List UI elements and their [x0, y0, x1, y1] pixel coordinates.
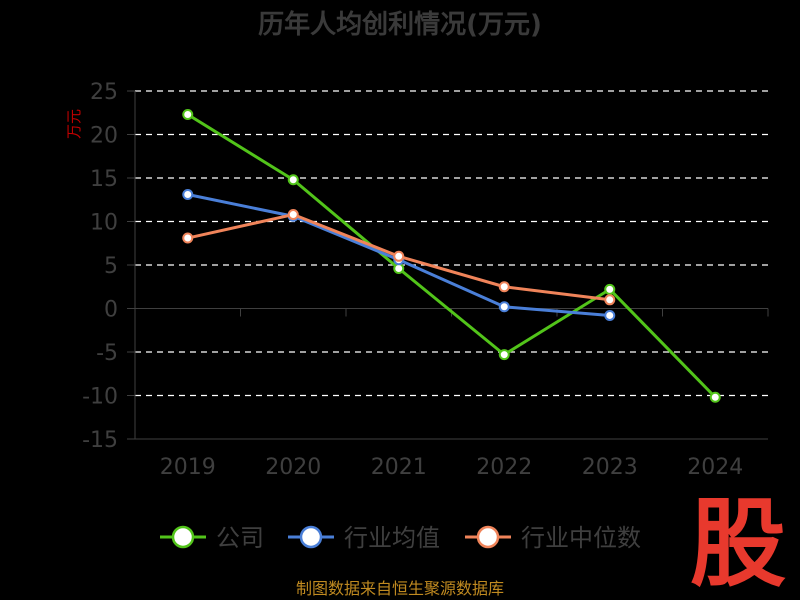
y-tick-label: 20: [90, 124, 118, 149]
data-point: [498, 281, 510, 293]
data-point: [182, 232, 194, 244]
legend-label-1: 公司: [216, 524, 264, 552]
legend-marker-2: [299, 525, 323, 549]
legend-marker-3: [476, 525, 500, 549]
grid-layer: [135, 90, 768, 397]
data-point: [393, 262, 405, 274]
x-tick-label: 2019: [160, 455, 216, 480]
data-point: [604, 309, 616, 321]
data-point: [182, 108, 194, 120]
legend-label-3: 行业中位数: [521, 524, 641, 552]
y-tick-label: 25: [90, 80, 118, 105]
x-tick-label: 2021: [371, 455, 427, 480]
data-point: [287, 174, 299, 186]
chart-title: 历年人均创利情况(万元): [258, 9, 542, 40]
y-tick-label: 15: [90, 167, 118, 192]
source-text: 制图数据来自恒生聚源数据库: [296, 579, 504, 598]
data-point: [498, 301, 510, 313]
legend: 公司 行业均值 行业中位数: [160, 524, 641, 552]
legend-label-2: 行业均值: [344, 524, 440, 552]
series-line-1: [186, 113, 717, 399]
data-point: [709, 391, 721, 403]
data-point: [287, 209, 299, 221]
x-tick-label: 2020: [265, 455, 321, 480]
x-tick-label: 2022: [476, 455, 532, 480]
data-point: [393, 250, 405, 262]
x-tick-label: 2024: [687, 455, 743, 480]
data-point: [604, 294, 616, 306]
series-layer: [182, 108, 721, 403]
y-tick-label: 5: [104, 254, 118, 279]
x-tick-label: 2023: [582, 455, 638, 480]
axis-layer: 25 20 15 10 5 0 -5 -10 -15 2019 2020 2021 2022 2023 20…: [82, 80, 769, 480]
y-tick-label: 0: [104, 298, 118, 323]
legend-marker-1: [171, 525, 195, 549]
y-tick-label: -5: [96, 341, 118, 366]
data-point: [182, 189, 194, 201]
y-tick-label: 10: [90, 211, 118, 236]
y-tick-label: -15: [82, 428, 118, 453]
y-axis-label: 万元: [65, 109, 83, 139]
data-point: [604, 283, 616, 295]
data-point: [498, 349, 510, 361]
y-tick-label: -10: [82, 385, 118, 410]
watermark-logo: 股: [690, 488, 786, 600]
